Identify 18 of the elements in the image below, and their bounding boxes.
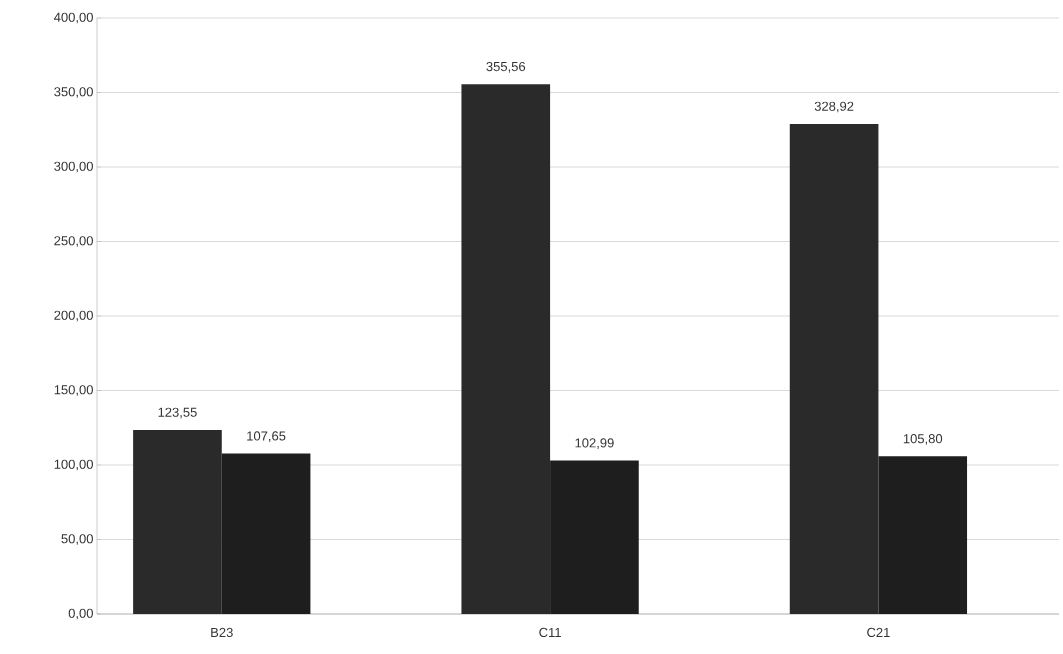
y-tick-label: 150,00 <box>54 385 93 396</box>
y-tick-label: 250,00 <box>54 236 93 247</box>
y-tick-label: 350,00 <box>54 87 93 98</box>
x-tick-label: B23 <box>211 627 233 637</box>
x-tick-label: C11 <box>539 627 561 637</box>
x-tick-label: C21 <box>867 627 890 637</box>
y-tick-label: 200,00 <box>54 310 93 322</box>
y-tick-label: 400,00 <box>54 12 93 24</box>
y-tick-label: 50,00 <box>61 534 93 545</box>
data-label: 328,92 <box>814 101 854 113</box>
data-label: 105,80 <box>903 434 943 445</box>
y-tick-label: 100,00 <box>54 459 93 471</box>
data-label: 355,56 <box>486 61 526 73</box>
data-label: 107,65 <box>247 431 286 443</box>
data-label: 123,55 <box>158 407 197 419</box>
y-tick-label: 300,00 <box>54 161 93 173</box>
data-label: 102,99 <box>575 438 614 450</box>
y-tick-label: 0,00 <box>68 608 93 620</box>
